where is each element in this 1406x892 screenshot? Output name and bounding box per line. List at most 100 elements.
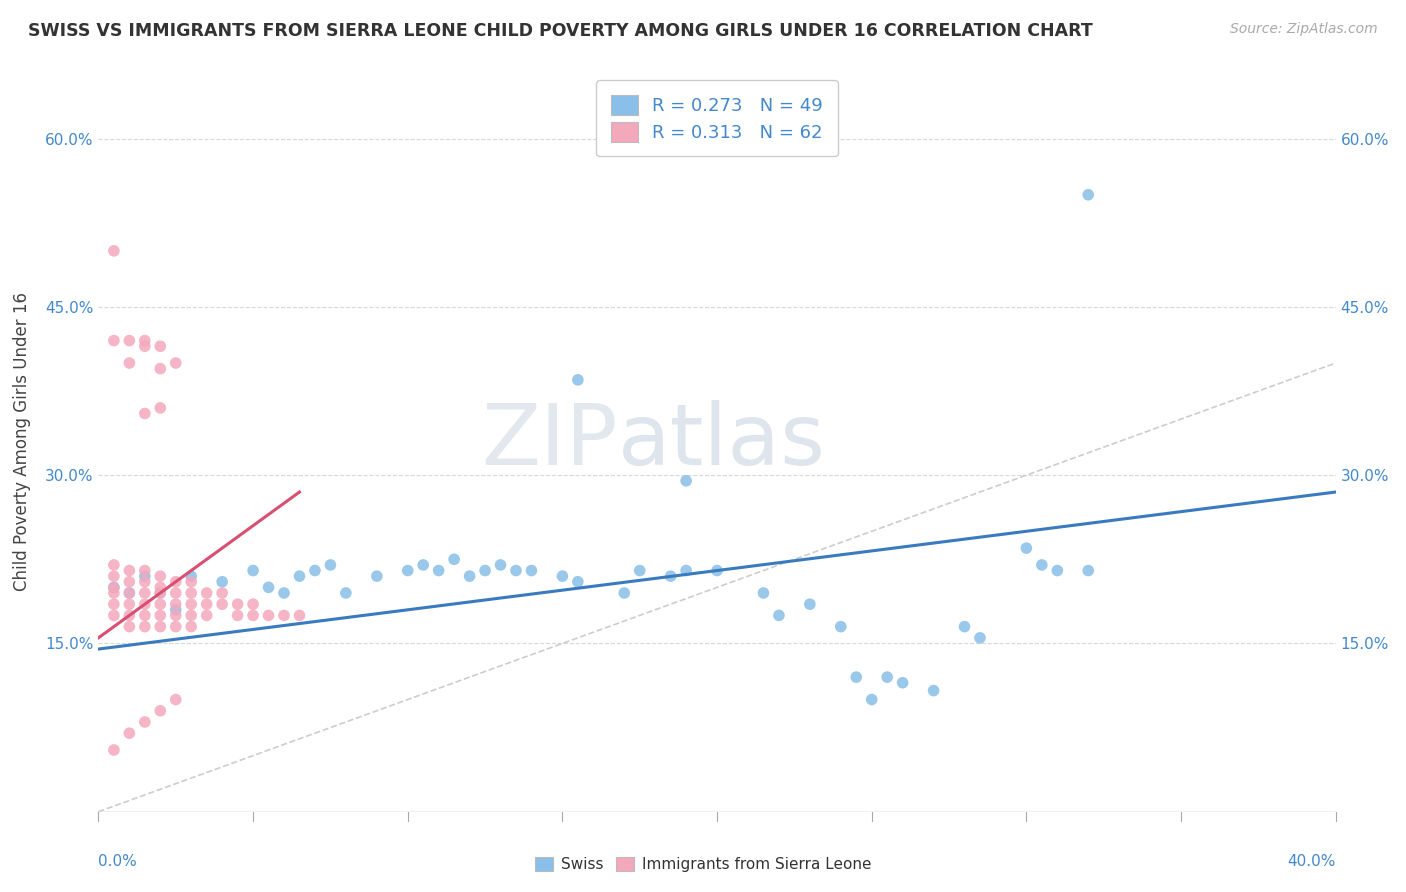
Point xyxy=(103,244,125,258)
Point xyxy=(396,564,419,578)
Point xyxy=(891,675,914,690)
Point xyxy=(567,574,589,589)
Text: atlas: atlas xyxy=(619,400,827,483)
Point xyxy=(103,580,125,594)
Point xyxy=(103,586,125,600)
Point xyxy=(180,574,202,589)
Point xyxy=(134,334,156,348)
Point xyxy=(165,597,187,611)
Y-axis label: Child Poverty Among Girls Under 16: Child Poverty Among Girls Under 16 xyxy=(13,292,31,591)
Point xyxy=(304,564,326,578)
Text: SWISS VS IMMIGRANTS FROM SIERRA LEONE CHILD POVERTY AMONG GIRLS UNDER 16 CORRELA: SWISS VS IMMIGRANTS FROM SIERRA LEONE CH… xyxy=(28,22,1092,40)
Text: 40.0%: 40.0% xyxy=(1288,855,1336,870)
Point xyxy=(211,574,233,589)
Point xyxy=(520,564,543,578)
Point xyxy=(830,619,852,633)
Point xyxy=(1015,541,1038,555)
Point xyxy=(149,339,172,353)
Point xyxy=(118,597,141,611)
Point xyxy=(149,597,172,611)
Point xyxy=(134,586,156,600)
Point xyxy=(443,552,465,566)
Point xyxy=(180,597,202,611)
Point xyxy=(273,586,295,600)
Point xyxy=(134,339,156,353)
Point xyxy=(799,597,821,611)
Point xyxy=(180,586,202,600)
Point xyxy=(149,704,172,718)
Point xyxy=(180,619,202,633)
Point xyxy=(149,619,172,633)
Point xyxy=(134,564,156,578)
Point xyxy=(195,608,218,623)
Point xyxy=(613,586,636,600)
Point xyxy=(118,726,141,740)
Point xyxy=(149,608,172,623)
Point xyxy=(752,586,775,600)
Point xyxy=(118,619,141,633)
Point xyxy=(118,586,141,600)
Point xyxy=(675,564,697,578)
Point xyxy=(211,586,233,600)
Point xyxy=(1077,564,1099,578)
Point xyxy=(149,580,172,594)
Point xyxy=(1031,558,1053,572)
Point xyxy=(149,401,172,415)
Point xyxy=(165,574,187,589)
Point xyxy=(845,670,868,684)
Point xyxy=(118,356,141,370)
Point xyxy=(149,569,172,583)
Point xyxy=(412,558,434,572)
Point xyxy=(118,564,141,578)
Point xyxy=(860,692,883,706)
Point xyxy=(149,586,172,600)
Point xyxy=(149,586,172,600)
Point xyxy=(134,619,156,633)
Point xyxy=(489,558,512,572)
Point xyxy=(195,597,218,611)
Point xyxy=(103,558,125,572)
Point xyxy=(195,586,218,600)
Point xyxy=(876,670,898,684)
Point xyxy=(134,608,156,623)
Point xyxy=(706,564,728,578)
Text: Source: ZipAtlas.com: Source: ZipAtlas.com xyxy=(1230,22,1378,37)
Point xyxy=(273,608,295,623)
Point xyxy=(226,597,249,611)
Point xyxy=(366,569,388,583)
Point xyxy=(165,692,187,706)
Point xyxy=(165,619,187,633)
Point xyxy=(165,586,187,600)
Point xyxy=(165,603,187,617)
Point xyxy=(953,619,976,633)
Point xyxy=(257,608,280,623)
Point xyxy=(103,743,125,757)
Text: 0.0%: 0.0% xyxy=(98,855,138,870)
Point xyxy=(474,564,496,578)
Point xyxy=(118,586,141,600)
Legend: R = 0.273   N = 49, R = 0.313   N = 62: R = 0.273 N = 49, R = 0.313 N = 62 xyxy=(596,80,838,156)
Point xyxy=(211,597,233,611)
Point xyxy=(165,356,187,370)
Point xyxy=(768,608,790,623)
Point xyxy=(335,586,357,600)
Point xyxy=(134,569,156,583)
Point xyxy=(149,361,172,376)
Point xyxy=(180,608,202,623)
Point xyxy=(427,564,450,578)
Point xyxy=(180,569,202,583)
Point xyxy=(118,334,141,348)
Point xyxy=(288,608,311,623)
Point xyxy=(134,407,156,421)
Point xyxy=(675,474,697,488)
Point xyxy=(134,597,156,611)
Point xyxy=(505,564,527,578)
Point xyxy=(242,564,264,578)
Point xyxy=(257,580,280,594)
Point xyxy=(134,574,156,589)
Point xyxy=(242,597,264,611)
Point xyxy=(288,569,311,583)
Legend: Swiss, Immigrants from Sierra Leone: Swiss, Immigrants from Sierra Leone xyxy=(527,849,879,880)
Point xyxy=(134,714,156,729)
Point xyxy=(103,334,125,348)
